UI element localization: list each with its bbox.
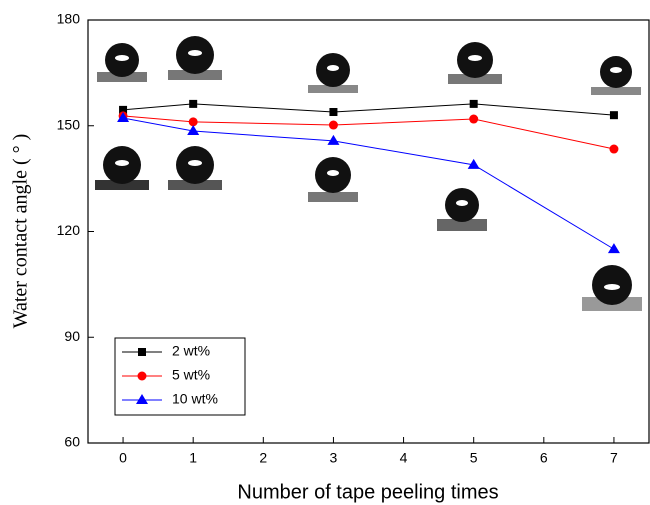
y-tick-label: 90: [64, 328, 80, 344]
droplet-image: [582, 265, 642, 311]
legend-label: 2 wt%: [172, 343, 210, 359]
x-tick-label: 1: [189, 450, 197, 466]
data-point: [328, 120, 338, 130]
data-point: [189, 99, 198, 108]
droplet-image: [97, 43, 147, 82]
data-point: [329, 108, 338, 117]
droplet-image: [437, 188, 487, 231]
legend-label: 10 wt%: [172, 391, 218, 407]
legend-marker: [138, 348, 146, 356]
y-axis-title: Water contact angle ( ° ): [10, 134, 32, 329]
droplet-image: [168, 146, 222, 190]
droplet-image: [448, 42, 502, 84]
y-tick-label: 150: [57, 116, 81, 132]
data-point: [467, 158, 480, 169]
x-axis-title: Number of tape peeling times: [237, 481, 498, 503]
droplet-image: [308, 157, 358, 202]
legend-marker: [136, 394, 148, 404]
x-tick-label: 5: [470, 450, 478, 466]
data-point: [469, 99, 478, 108]
droplet-images: [95, 36, 642, 311]
x-tick-label: 4: [400, 450, 408, 466]
data-point: [327, 134, 340, 145]
y-tick-label: 120: [57, 222, 81, 238]
data-point: [119, 105, 128, 114]
legend-label: 5 wt%: [172, 367, 210, 383]
droplet-image: [591, 56, 641, 95]
y-tick-label: 180: [57, 11, 81, 27]
data-point: [609, 111, 618, 120]
droplet-image: [308, 53, 358, 93]
x-tick-label: 7: [610, 450, 618, 466]
x-tick-label: 3: [330, 450, 338, 466]
data-point: [117, 111, 130, 122]
legend-marker: [137, 371, 147, 381]
droplet-image: [95, 146, 149, 190]
x-tick-label: 2: [259, 450, 267, 466]
data-point: [469, 114, 479, 124]
data-point: [187, 125, 200, 136]
x-tick-label: 6: [540, 450, 548, 466]
data-point: [609, 144, 619, 154]
y-tick-label: 60: [64, 434, 80, 450]
data-point: [607, 243, 620, 254]
x-tick-label: 0: [119, 450, 127, 466]
data-point: [188, 117, 198, 127]
droplet-image: [168, 36, 222, 80]
